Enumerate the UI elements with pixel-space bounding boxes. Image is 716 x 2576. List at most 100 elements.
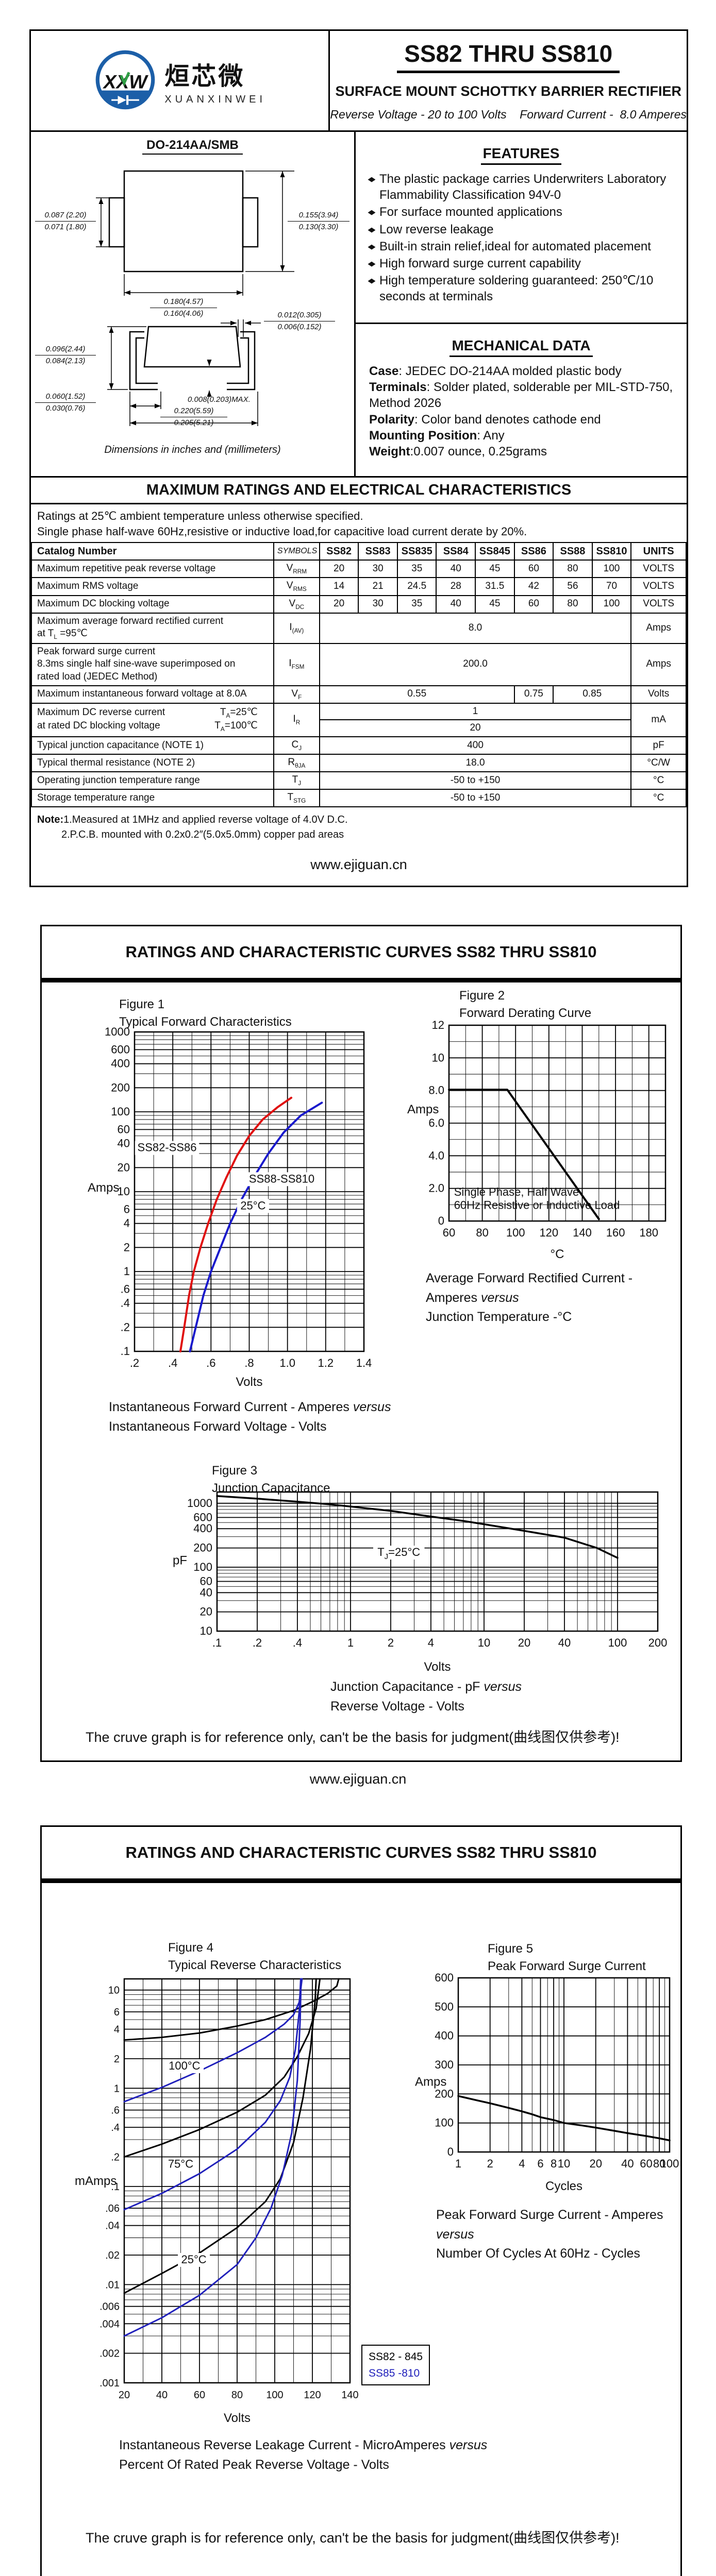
feature-item: ◆ For surface mounted applications	[368, 204, 673, 220]
svg-text:600: 600	[111, 1043, 130, 1056]
svg-text:200: 200	[648, 1636, 668, 1649]
column-header: SS810	[591, 542, 632, 561]
series-blue-25c	[123, 1978, 302, 2337]
top-view-body	[108, 170, 259, 273]
svg-text:100: 100	[608, 1636, 627, 1649]
svg-text:100: 100	[193, 1561, 212, 1573]
svg-text:1000: 1000	[187, 1497, 212, 1510]
grid	[124, 1979, 351, 2383]
svg-text:60: 60	[118, 1123, 130, 1136]
header: XXW 烜芯微 XUANXINWEI SS82 THRU SS810	[31, 31, 687, 132]
series-junction-capacitance	[216, 1495, 619, 1559]
y-axis-label: pF	[173, 1553, 187, 1567]
svg-text:300: 300	[435, 2058, 454, 2071]
figure-title: Forward Derating Curve	[459, 1006, 592, 1020]
grid	[134, 1031, 364, 1352]
column-header: SS845	[475, 542, 515, 561]
doc-tagline: Reverse Voltage - 20 to 100 Volts Forwar…	[330, 108, 687, 121]
legend-entry: SS82 - 845	[369, 2351, 423, 2363]
svg-text:.1: .1	[121, 1345, 130, 1358]
mech-line: Mounting Position: Any	[369, 428, 505, 443]
svg-text:40: 40	[200, 1586, 212, 1599]
brand-logo-icon: XXW	[96, 50, 155, 109]
svg-text:20: 20	[518, 1636, 530, 1649]
plot-border	[134, 1031, 365, 1352]
brand-text: 烜芯微 XUANXINWEI	[164, 56, 266, 106]
y-axis-label: Amps	[407, 1103, 439, 1116]
series-ss88-ss810	[189, 1101, 323, 1352]
chart-svg-fig3: .1.2.4 1 2 4 10 20 40 100 2001000600400200100604…	[173, 1491, 668, 1674]
table-cell: 14	[319, 577, 359, 596]
row-symbol: I(AV)	[273, 612, 320, 644]
svg-text:2: 2	[487, 2157, 493, 2170]
feature-item: ◆ Built-in strain relief,ideal for automa…	[368, 239, 673, 255]
svg-text:200: 200	[435, 2087, 454, 2100]
series-derating	[448, 1089, 600, 1221]
brand-name-en: XUANXINWEI	[164, 94, 267, 105]
table-row: Maximum average forward rectified curren…	[31, 612, 687, 644]
svg-text:.2: .2	[253, 1636, 262, 1649]
figure2-label-block: Figure 2 Forward Derating Curve	[459, 987, 591, 1022]
table-row: Operating junction temperature range TJ -5…	[31, 771, 687, 790]
table-row: Typical junction capacitance (NOTE 1) CJ 4…	[31, 736, 687, 755]
row-label: Maximum DC blocking voltage	[31, 595, 274, 614]
side-view-body	[129, 326, 256, 391]
svg-text:80: 80	[476, 1226, 488, 1239]
figure1-chart: .2.4.6.8 1.0 1.2 1.4 1000 600 400 200 100 60 40 20 1…	[86, 1025, 374, 1393]
svg-text:60: 60	[194, 2389, 205, 2401]
svg-text:100: 100	[266, 2389, 283, 2401]
figure3-caption: Junction Capacitance - pF versus Reverse …	[330, 1680, 522, 1714]
features-list: ◆ The plastic package carries Underwriter…	[368, 171, 673, 305]
svg-text:.06: .06	[105, 2203, 120, 2214]
svg-text:6: 6	[124, 1202, 130, 1215]
table-cell: 400	[319, 736, 632, 755]
svg-text:600: 600	[435, 1973, 454, 1984]
column-header: SYMBOLS	[273, 542, 320, 561]
svg-text:1000: 1000	[105, 1027, 130, 1038]
svg-text:6: 6	[114, 2007, 120, 2018]
row-symbol: CJ	[273, 736, 320, 755]
svg-text:10: 10	[108, 1985, 120, 1996]
table-cell: -50 to +150	[319, 789, 632, 808]
row-label: Maximum RMS voltage	[31, 577, 274, 596]
mech-line: Weight:0.007 ounce, 0.25grams	[369, 444, 547, 459]
svg-text:6: 6	[537, 2157, 543, 2170]
table-cell: 56	[553, 577, 593, 596]
page2-footer-url: www.ejiguan.cn	[309, 1771, 407, 1787]
svg-text:1: 1	[455, 2157, 461, 2170]
svg-text:.002: .002	[99, 2348, 120, 2360]
svg-text:400: 400	[435, 2029, 454, 2042]
svg-text:160: 160	[606, 1226, 625, 1239]
chart-annotation: TJ=25°C	[377, 1546, 420, 1561]
mech-line: Case: JEDEC DO-214AA molded plastic body	[369, 364, 622, 378]
chart-svg-fig1: .2.4.6.8 1.0 1.2 1.410006004002001006040201…	[88, 1025, 372, 1389]
figure-label: Figure 2	[459, 989, 505, 1003]
figure4-label-block: Figure 4 Typical Reverse Characteristics	[168, 1939, 341, 1974]
page-3: RATINGS AND CHARACTERISTIC CURVES SS82 T…	[40, 1825, 682, 2576]
row-unit: Amps	[630, 612, 687, 644]
ratings-table: Catalog Number SYMBOLS SS82 SS83 SS835 SS84 SS…	[31, 542, 687, 808]
table-cell: 100	[591, 560, 632, 579]
x-axis-label: Volts	[224, 2411, 251, 2425]
table-row: Typical thermal resistance (NOTE 2) RθJA 1…	[31, 754, 687, 773]
series-black-25c	[123, 1978, 317, 2294]
ratings-title: MAXIMUM RATINGS AND ELECTRICAL CHARACTER…	[31, 476, 687, 504]
mechanical-lines: Case: JEDEC DO-214AA molded plastic body…	[369, 363, 673, 460]
ratings-condition-line: Ratings at 25℃ ambient temperature unles…	[37, 510, 363, 522]
page1-footer-url: www.ejiguan.cn	[310, 857, 407, 873]
row-label: Peak forward surge current 8.3ms single h…	[31, 642, 274, 686]
svg-text:8.0: 8.0	[428, 1084, 444, 1097]
row-symbol: TSTG	[273, 789, 320, 808]
table-row: Peak forward surge current 8.3ms single h…	[31, 642, 687, 686]
table-cell: 0.55	[319, 685, 515, 704]
chart-svg-fig4: 20 40 60 80 100 120 140 10 6 4 2 1 .6 .4 .2 .1 .06 .04 .02…	[75, 1978, 359, 2425]
plot-border	[448, 1024, 667, 1222]
doc-subtitle: SURFACE MOUNT SCHOTTKY BARRIER RECTIFIER	[335, 83, 681, 99]
column-header: SS835	[396, 542, 437, 561]
column-header: SS86	[513, 542, 554, 561]
svg-text:20: 20	[589, 2157, 602, 2170]
svg-text:.2: .2	[121, 1320, 130, 1333]
row-symbol: VRRM	[273, 560, 320, 579]
table-cell: 20	[319, 595, 359, 614]
svg-text:4: 4	[114, 2024, 120, 2036]
